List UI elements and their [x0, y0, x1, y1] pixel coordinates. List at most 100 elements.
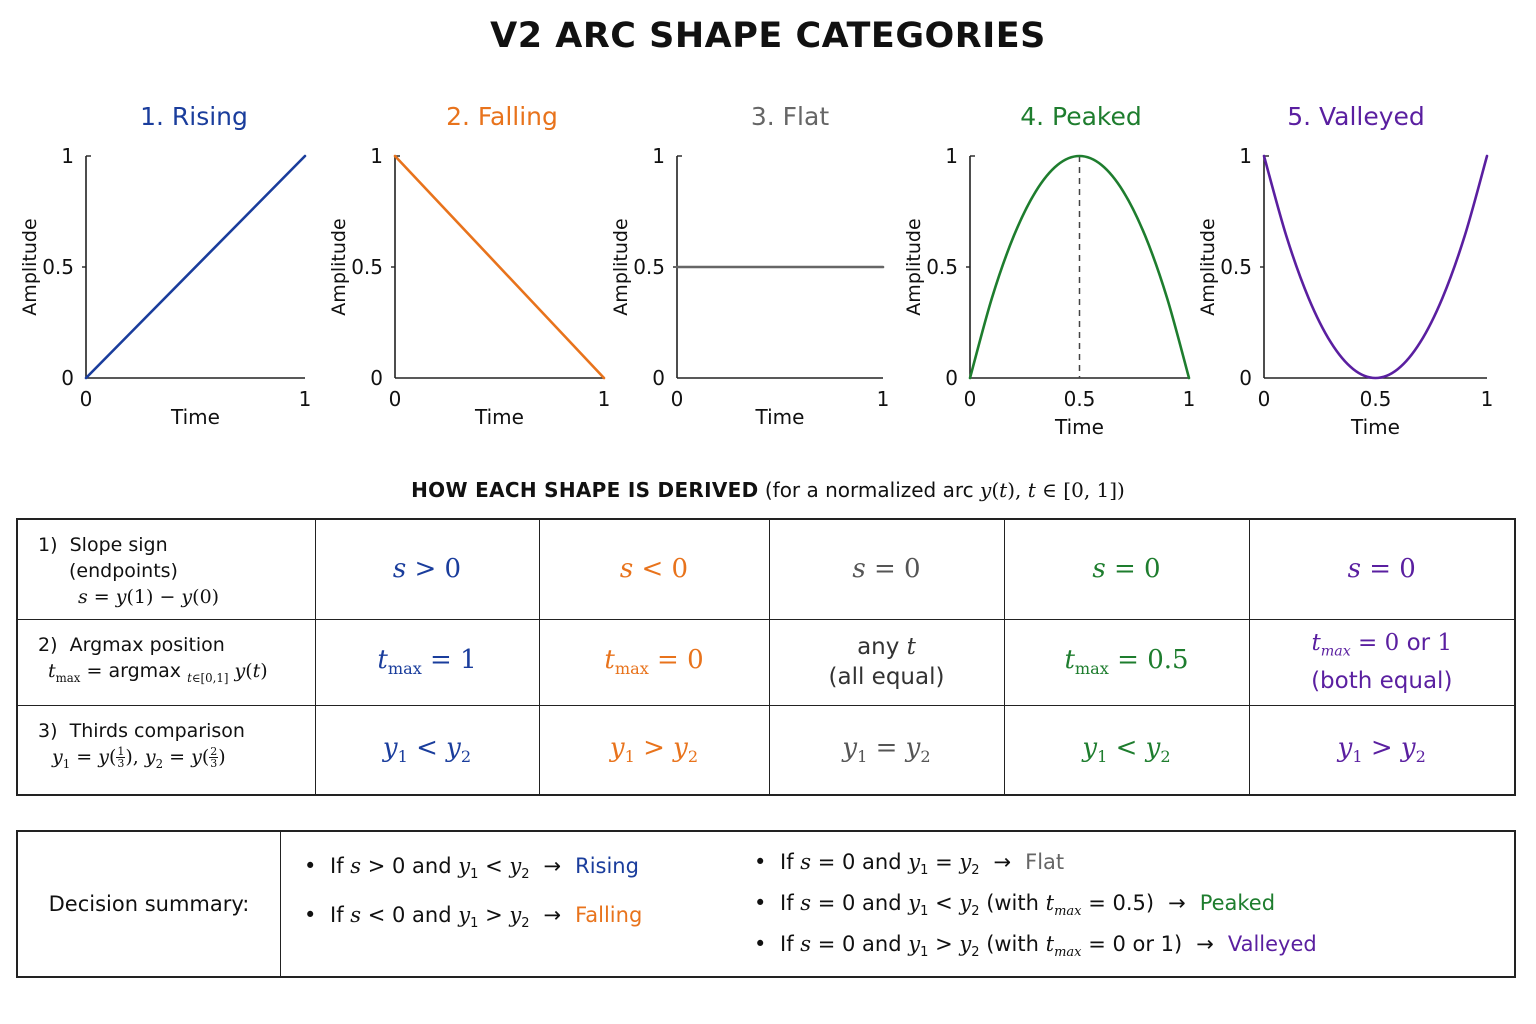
y-axis-label: Amplitude [610, 218, 632, 315]
decision-summary-label: Decision summary: [18, 832, 281, 976]
rule-rising: • If s > 0 and y1 < y2 → Rising [304, 854, 639, 883]
section-heading-rest: (for a normalized arc [764, 478, 974, 502]
x-tick-label: 0 [1258, 387, 1271, 411]
thirds-rising: y1 < y2 [314, 704, 540, 796]
argmax-formula: tmax = argmax t∈[0,1] y(t) [48, 659, 268, 685]
y-tick-label: 1 [370, 144, 383, 168]
chart-title: 2. Falling [446, 102, 558, 131]
thirds-valleyed: y1 > y2 [1248, 704, 1516, 796]
x-tick-label: 0.5 [1064, 387, 1096, 411]
y-tick-label: 0 [945, 366, 958, 390]
y-tick-label: 0 [370, 366, 383, 390]
chart-title: 1. Rising [140, 102, 248, 131]
y-tick-label: 0 [1239, 366, 1252, 390]
result-rising: Rising [575, 854, 639, 878]
slope-rising: s > 0 [314, 518, 540, 620]
y-tick-label: 1 [61, 144, 74, 168]
argmax-peaked: tmax = 0.5 [1003, 618, 1250, 706]
rule-peaked: • If s = 0 and y1 < y2 (with tmax = 0.5) →… [754, 891, 1276, 920]
series-line [1262, 154, 1489, 380]
row-number: 1) [38, 534, 58, 556]
x-tick-label: 1 [877, 387, 890, 411]
x-tick-label: 0 [671, 387, 684, 411]
x-axis-label: Time [474, 405, 524, 429]
y-tick-label: 1 [652, 144, 665, 168]
chart-flat: 3. Flat 0 0.5 1 0 1 Time Amplitude [592, 100, 892, 445]
x-tick-label: 1 [1183, 387, 1196, 411]
chart-plot: 0 0.5 1 0 0.5 1 Time Amplitude [903, 144, 1196, 439]
main-title: V2 ARC SHAPE CATEGORIES [490, 16, 1046, 56]
result-valleyed: Valleyed [1227, 932, 1317, 956]
slope-flat: s = 0 [768, 518, 1005, 620]
slope-falling: s < 0 [538, 518, 770, 620]
chart-rising: 1. Rising 0 0.5 1 0 1 Time Amplitude [0, 100, 311, 445]
thirds-formula: y1 = y(1 3), y2 = y(2 3) [52, 745, 226, 771]
x-tick-label: 0 [80, 387, 93, 411]
argmax-flat: any t (all equal) [768, 618, 1005, 706]
x-tick-label: 1 [1481, 387, 1494, 411]
row-number: 3) [38, 719, 58, 742]
chart-plot: 0 0.5 1 0 1 Time Amplitude [328, 144, 611, 429]
chart-peaked: 4. Peaked 0 0.5 1 0 0.5 1 Time Amplitude [885, 100, 1195, 445]
y-tick-label: 0 [652, 366, 665, 390]
row-header-thirds: 3) Thirds comparison y1 = y(1 3), y2 = y(… [16, 704, 316, 796]
chart-title: 4. Peaked [1020, 102, 1142, 131]
row-number: 2) [38, 633, 58, 656]
thirds-falling: y1 > y2 [538, 704, 770, 796]
rule-flat: • If s = 0 and y1 = y2 → Flat [754, 850, 1065, 879]
argmax-falling: tmax = 0 [538, 618, 770, 706]
derivation-table: 1) Slope sign (endpoints) s = y(1) − y(0… [16, 518, 1516, 796]
section-heading-caps: HOW EACH SHAPE IS DERIVED [411, 478, 759, 502]
row-name-2: (endpoints) [69, 560, 178, 582]
y-tick-label: 0.5 [633, 255, 665, 279]
rule-falling: • If s < 0 and y1 > y2 → Falling [304, 903, 643, 932]
y-tick-label: 0.5 [351, 255, 383, 279]
y-axis-label: Amplitude [1197, 218, 1219, 315]
y-tick-label: 0.5 [1220, 255, 1252, 279]
row-name: Thirds comparison [69, 719, 245, 742]
x-tick-label: 1 [598, 387, 611, 411]
y-axis-label: Amplitude [19, 218, 41, 315]
thirds-flat: y1 = y2 [768, 704, 1005, 796]
slope-peaked: s = 0 [1003, 518, 1250, 620]
y-tick-label: 0.5 [42, 255, 74, 279]
chart-plot: 0 0.5 1 0 1 Time Amplitude [19, 144, 312, 429]
y-axis-label: Amplitude [328, 218, 350, 315]
row-header-argmax: 2) Argmax position tmax = argmax t∈[0,1]… [16, 618, 316, 706]
chart-plot: 0 0.5 1 0 1 Time Amplitude [610, 144, 890, 429]
row-name: Argmax position [69, 633, 225, 656]
row-name: Slope sign [69, 534, 168, 556]
x-tick-label: 0 [964, 387, 977, 411]
x-axis-label: Time [755, 405, 805, 429]
result-flat: Flat [1025, 850, 1065, 874]
slope-valleyed: s = 0 [1248, 518, 1516, 620]
y-tick-label: 1 [1239, 144, 1252, 168]
rule-valleyed: • If s = 0 and y1 > y2 (with tmax = 0 or … [754, 932, 1317, 961]
thirds-peaked: y1 < y2 [1003, 704, 1250, 796]
x-tick-label: 0 [389, 387, 402, 411]
section-heading: HOW EACH SHAPE IS DERIVED (for a normali… [411, 478, 1125, 502]
slope-formula: s = y(1) − y(0) [78, 586, 220, 608]
y-axis-label: Amplitude [903, 218, 925, 315]
result-peaked: Peaked [1199, 891, 1276, 915]
row-header-slope: 1) Slope sign (endpoints) s = y(1) − y(0… [16, 518, 316, 620]
chart-falling: 2. Falling 0 0.5 1 0 1 Time Amplitude [310, 100, 610, 445]
y-tick-label: 1 [945, 144, 958, 168]
row-argmax: 2) Argmax position tmax = argmax t∈[0,1]… [16, 618, 1516, 706]
argmax-valleyed: tmax = 0 or 1 (both equal) [1248, 618, 1516, 706]
row-thirds: 3) Thirds comparison y1 = y(1 3), y2 = y(… [16, 704, 1516, 796]
decision-summary: Decision summary: • If s > 0 and y1 < y2 →… [16, 830, 1516, 978]
series-line [84, 154, 307, 380]
y-tick-label: 0 [61, 366, 74, 390]
chart-plot: 0 0.5 1 0 0.5 1 Time Amplitude [1197, 144, 1494, 439]
x-axis-label: Time [1350, 415, 1400, 439]
series-line [968, 154, 1191, 380]
y-tick-label: 0.5 [926, 255, 958, 279]
x-axis-label: Time [1054, 415, 1104, 439]
chart-title: 3. Flat [750, 102, 830, 131]
result-falling: Falling [575, 903, 643, 927]
chart-valleyed: 5. Valleyed 0 0.5 1 0 0.5 1 Time Amplitude [1180, 100, 1493, 445]
chart-title: 5. Valleyed [1287, 102, 1425, 131]
x-tick-label: 1 [299, 387, 312, 411]
argmax-rising: tmax = 1 [314, 618, 540, 706]
